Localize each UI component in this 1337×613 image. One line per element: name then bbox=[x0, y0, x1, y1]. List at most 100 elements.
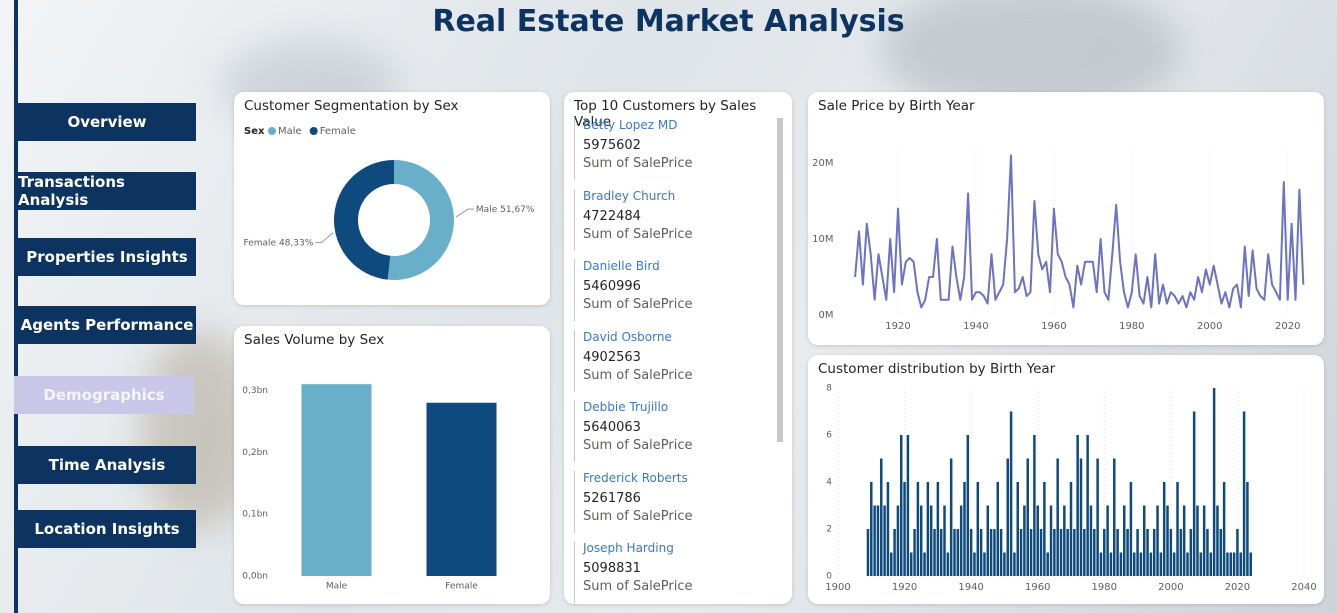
nav-button[interactable]: Transactions Analysis bbox=[18, 172, 196, 210]
bar bbox=[1242, 411, 1246, 576]
x-tick-label: 1940 bbox=[958, 582, 983, 593]
bar bbox=[943, 505, 946, 576]
bar bbox=[896, 505, 900, 576]
nav-button[interactable]: Demographics bbox=[14, 376, 194, 414]
x-tick-label: 2000 bbox=[1197, 321, 1222, 332]
bar bbox=[1149, 552, 1153, 576]
bar bbox=[1196, 505, 1199, 576]
bar bbox=[969, 529, 973, 576]
donut-card: Customer Segmentation by Sex Sex Male Fema… bbox=[234, 92, 550, 305]
bar bbox=[1176, 482, 1179, 576]
x-tick-label: 1920 bbox=[885, 321, 910, 332]
bar bbox=[1019, 529, 1023, 576]
bar bbox=[996, 482, 1000, 576]
x-tick-label: 1940 bbox=[963, 321, 988, 332]
nav-button[interactable]: Time Analysis bbox=[18, 446, 196, 484]
bar bbox=[1073, 529, 1076, 576]
donut-slice bbox=[334, 160, 394, 280]
bar-card: Sales Volume by Sex 0,0bn 0,1bn 0,2bn 0,3bn… bbox=[234, 326, 550, 604]
bar bbox=[1139, 552, 1143, 576]
y-tick-label: 0,3bn bbox=[242, 386, 268, 396]
list-row: Bradley Church 4722484 Sum of SalePrice bbox=[574, 188, 693, 251]
x-tick-label: 1920 bbox=[892, 582, 917, 593]
customer-name[interactable]: Debbie Trujillo bbox=[583, 400, 669, 414]
bar bbox=[886, 482, 890, 576]
bar bbox=[1192, 411, 1196, 576]
list-row: Betty Lopez MD 5975602 Sum of SalePrice bbox=[574, 118, 693, 180]
bar bbox=[1003, 552, 1006, 576]
nav-button[interactable]: Properties Insights bbox=[18, 238, 196, 276]
nav-button[interactable]: Agents Performance bbox=[18, 306, 196, 344]
y-tick-label: 20M bbox=[812, 158, 833, 169]
data-label-value: 51,67% bbox=[500, 205, 535, 215]
y-tick-label: 4 bbox=[826, 478, 832, 488]
bar bbox=[1079, 458, 1083, 576]
legend-label: Female bbox=[320, 126, 356, 137]
bar bbox=[986, 505, 990, 576]
bar bbox=[1222, 482, 1226, 576]
measure-label: Sum of SalePrice bbox=[583, 297, 693, 312]
customer-name[interactable]: Frederick Roberts bbox=[583, 470, 688, 485]
customer-name[interactable]: Danielle Bird bbox=[583, 259, 660, 273]
bar bbox=[909, 552, 913, 576]
measure-label: Sum of SalePrice bbox=[583, 579, 693, 594]
bar bbox=[1202, 505, 1206, 576]
list-row: Danielle Bird 5460996 Sum of SalePrice bbox=[574, 259, 693, 321]
bar bbox=[1013, 552, 1016, 576]
measure-label: Sum of SalePrice bbox=[583, 226, 693, 242]
bar bbox=[926, 482, 930, 576]
bar bbox=[873, 505, 876, 576]
bar bbox=[1246, 482, 1249, 576]
nav-button[interactable]: Overview bbox=[18, 103, 196, 141]
bar bbox=[976, 482, 980, 576]
y-tick-label: 0M bbox=[819, 310, 834, 321]
customer-value: 4722484 bbox=[583, 208, 641, 224]
bar bbox=[870, 482, 873, 576]
bar bbox=[953, 529, 956, 576]
customer-name[interactable]: David Osborne bbox=[583, 329, 672, 344]
bar bbox=[1126, 529, 1129, 576]
customer-name[interactable]: Betty Lopez MD bbox=[583, 118, 678, 132]
x-tick-label: 2020 bbox=[1225, 582, 1250, 593]
bar bbox=[1182, 505, 1186, 576]
list-row: Joseph Harding 5098831 Sum of SalePrice bbox=[574, 541, 693, 603]
list-row: David Osborne 4902563 Sum of SalePrice bbox=[574, 329, 693, 392]
bar bbox=[1152, 529, 1156, 576]
bar bbox=[1136, 529, 1139, 576]
bar bbox=[893, 529, 896, 576]
bar bbox=[1099, 552, 1103, 576]
bar bbox=[919, 505, 923, 576]
bar bbox=[1049, 505, 1053, 576]
x-tick-label: 2020 bbox=[1275, 321, 1300, 332]
list-row: Frederick Roberts 5261786 Sum of SalePrice bbox=[574, 470, 693, 533]
bar bbox=[956, 529, 960, 576]
bar bbox=[1053, 529, 1056, 576]
line-card: Sale Price by Birth Year 1920 1940 1960 198… bbox=[808, 92, 1324, 345]
leader-line bbox=[455, 208, 474, 218]
bar bbox=[929, 505, 933, 576]
legend-swatch bbox=[268, 127, 276, 135]
measure-label: Sum of SalePrice bbox=[583, 367, 693, 383]
bar bbox=[949, 458, 953, 576]
customer-name[interactable]: Bradley Church bbox=[583, 188, 676, 203]
nav-button[interactable]: Location Insights bbox=[18, 510, 196, 548]
bar bbox=[1036, 505, 1039, 576]
bar bbox=[999, 529, 1003, 576]
chart: 1920 1940 1960 1980 2000 2020 0M 10M 20M bbox=[812, 147, 1305, 332]
data-label: Male 51,67% bbox=[476, 205, 535, 215]
bar bbox=[1219, 529, 1223, 576]
chart: 0 2 4 6 8 1900 1920 1940 1960 1980 2000 2020 2040 bbox=[825, 384, 1316, 594]
bar bbox=[963, 482, 966, 576]
customer-value: 5460996 bbox=[583, 279, 641, 294]
customer-name[interactable]: Joseph Harding bbox=[583, 541, 674, 555]
scrollbar[interactable] bbox=[777, 118, 783, 442]
customer-value: 5975602 bbox=[583, 138, 641, 153]
bar bbox=[1189, 529, 1193, 576]
bar bbox=[1089, 505, 1093, 576]
bar bbox=[966, 435, 970, 576]
bar bbox=[1186, 552, 1189, 576]
bar bbox=[973, 552, 976, 576]
x-tick-label: 1900 bbox=[825, 582, 850, 593]
leader-line bbox=[315, 232, 334, 244]
bar bbox=[1146, 529, 1149, 576]
